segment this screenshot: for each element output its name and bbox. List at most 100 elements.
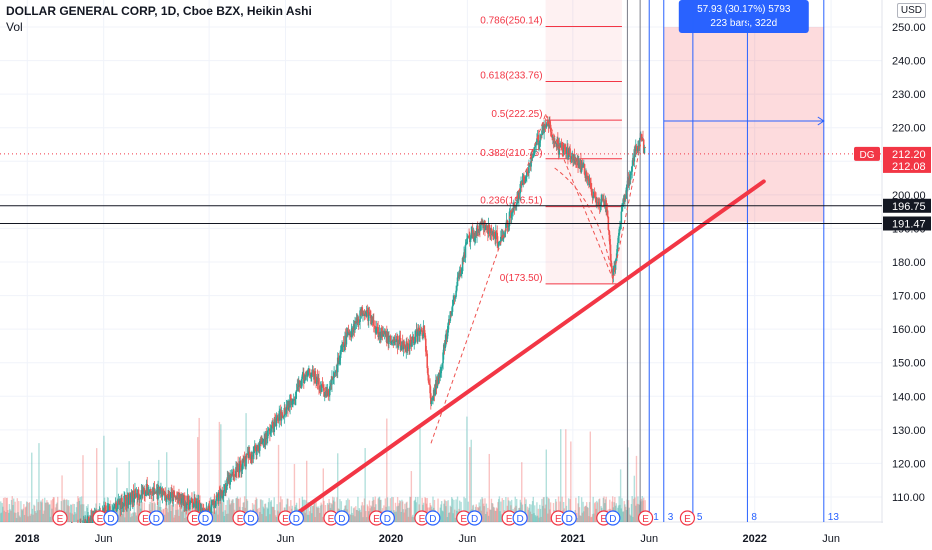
volume-label: Vol (6, 20, 23, 34)
marker-letter: E (142, 514, 149, 525)
candle-body (417, 332, 419, 342)
symbol-tag-label: DG (860, 150, 875, 161)
candle-body (644, 147, 646, 153)
marker-letter: D (247, 514, 254, 525)
price-tick-label: 150.00 (892, 358, 926, 370)
marker-letter: D (384, 514, 391, 525)
fib-level-label: 0.236(196.51) (480, 196, 542, 207)
marker-letter: D (516, 514, 523, 525)
marker-letter: E (555, 514, 562, 525)
fib-time-label: 3 (668, 512, 674, 523)
candle-body (494, 232, 496, 236)
last-price-value: 212.20 (892, 149, 926, 161)
trendline (273, 181, 764, 530)
time-tick-label: Jun (458, 533, 476, 545)
measure-label-bars: 223 bars, 322d (710, 18, 777, 29)
candle-body (388, 336, 390, 344)
fib-time-label: 1 (653, 512, 659, 523)
time-axis[interactable]: 2018 Jun 2019 Jun 2020 Jun 2021 Jun 2022 Jun (0, 523, 932, 550)
marker-letter: D (153, 514, 160, 525)
candle-body (644, 147, 646, 148)
price-tick-label: 160.00 (892, 324, 926, 336)
marker-letter: D (338, 514, 345, 525)
marker-letter: E (237, 514, 244, 525)
price-axis[interactable]: 250.00240.00230.00220.00210.00200.00190.… (854, 0, 932, 550)
marker-letter: E (419, 514, 426, 525)
marker-letter: D (471, 514, 478, 525)
candle-body (427, 368, 429, 375)
time-tick-label: 2021 (561, 533, 585, 545)
time-tick-label: Jun (95, 533, 113, 545)
candle-body (465, 245, 467, 258)
candle-body (569, 148, 571, 156)
candle-body (150, 489, 152, 491)
candle-body (373, 320, 375, 326)
candle-body (309, 369, 311, 373)
measure-range-fill (664, 27, 824, 222)
marker-letter: E (282, 514, 289, 525)
price-tick-label: 240.00 (892, 56, 926, 68)
marker-letter: D (107, 514, 114, 525)
price-tick-label: 250.00 (892, 22, 926, 34)
marker-letter: D (202, 514, 209, 525)
price-tick-label: 220.00 (892, 123, 926, 135)
marker-letter: E (57, 514, 64, 525)
time-tick-label: Jun (640, 533, 658, 545)
candle-body (411, 340, 413, 347)
fib-level-label: 0.618(233.76) (480, 71, 542, 82)
marker-letter: D (293, 514, 300, 525)
marker-letter: E (460, 514, 467, 525)
time-tick-label: 2022 (742, 533, 766, 545)
currency-button[interactable]: USD (897, 3, 926, 18)
candle-body (133, 498, 135, 503)
marker-letter: E (506, 514, 513, 525)
price-tick-label: 110.00 (892, 492, 925, 504)
price-tick-label: 130.00 (892, 425, 926, 437)
fib-level-label: 0.5(222.25) (491, 109, 542, 120)
candle-body (621, 212, 623, 224)
level-price-value: 196.75 (892, 201, 926, 213)
fib-time-label: 5 (697, 512, 703, 523)
marker-letter: E (97, 514, 104, 525)
marker-letter: E (328, 514, 335, 525)
candle-body (534, 147, 536, 154)
candle-body (215, 501, 217, 506)
fib-time-label: 13 (828, 512, 840, 523)
time-tick-label: Jun (277, 533, 295, 545)
marker-letter: D (609, 514, 616, 525)
price-tick-label: 180.00 (892, 257, 926, 269)
candle-body (290, 395, 292, 399)
candle-body (456, 286, 458, 291)
price-tick-label: 170.00 (892, 291, 926, 303)
marker-letter: E (191, 514, 198, 525)
measure-box[interactable]: 57.93 (30.17%) 5793 223 bars, 322d (664, 0, 824, 222)
level-price-value: 191.47 (892, 218, 926, 230)
price-tick-label: 120.00 (892, 458, 926, 470)
marker-letter: D (429, 514, 436, 525)
time-tick-label: 2019 (197, 533, 221, 545)
time-tick-label: 2018 (15, 533, 39, 545)
candle-body (607, 210, 609, 217)
marker-letter: E (373, 514, 380, 525)
marker-letter: E (684, 514, 691, 525)
fib-level-label: 0(173.50) (500, 273, 543, 284)
fib-level-label: 0.786(250.14) (480, 16, 542, 27)
time-tick-label: 2020 (379, 533, 403, 545)
last-price-sub: 212.08 (892, 161, 926, 173)
marker-letter: E (642, 514, 649, 525)
symbol-title: DOLLAR GENERAL CORP, 1D, Cboe BZX, Heiki… (6, 4, 312, 18)
price-tick-label: 140.00 (892, 391, 926, 403)
candle-body (218, 492, 220, 501)
candle-body (439, 373, 441, 378)
fib-time-label: 8 (751, 512, 757, 523)
price-tick-label: 230.00 (892, 89, 926, 101)
candle-body (617, 243, 619, 249)
candle-body (128, 497, 130, 504)
measure-label-change: 57.93 (30.17%) 5793 (697, 4, 791, 15)
candle-body (125, 495, 127, 505)
candle-body (631, 166, 633, 172)
candle-body (457, 278, 459, 286)
candle-body (611, 266, 613, 270)
